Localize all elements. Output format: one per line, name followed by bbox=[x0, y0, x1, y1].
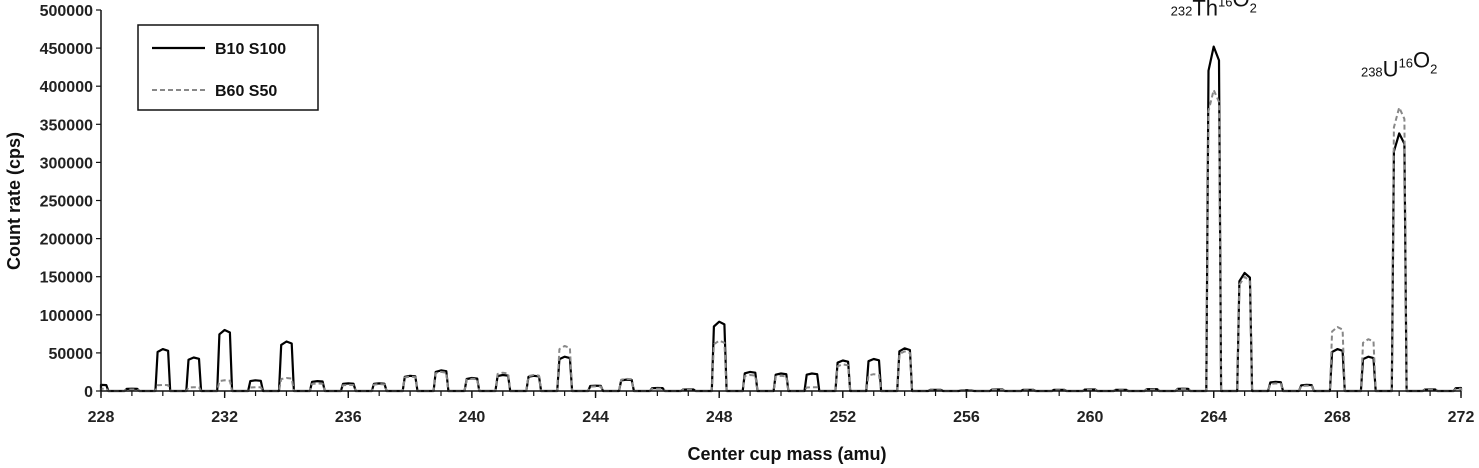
y-tick-label: 0 bbox=[84, 384, 93, 401]
y-tick-label: 450000 bbox=[40, 41, 93, 58]
y-tick-label: 200000 bbox=[40, 232, 93, 249]
y-tick-label: 500000 bbox=[40, 3, 93, 20]
series-layer bbox=[99, 45, 1463, 393]
peak-annotation: 232Th16O2 bbox=[1171, 0, 1257, 21]
series-line-b60-s50 bbox=[100, 89, 1462, 392]
x-axis-title: Center cup mass (amu) bbox=[687, 444, 886, 464]
series-line-b10-s100 bbox=[99, 45, 1463, 393]
legend-box bbox=[137, 24, 319, 111]
x-tick-label: 232 bbox=[211, 409, 238, 426]
y-tick-label: 400000 bbox=[40, 79, 93, 96]
x-tick-label: 264 bbox=[1200, 409, 1227, 426]
legend-label-b10-s100: B10 S100 bbox=[215, 41, 286, 58]
legend: B10 S100 B60 S50 bbox=[137, 24, 319, 111]
x-tick-label: 248 bbox=[706, 409, 733, 426]
axes: 0 50000 100000 150000 200000 250000 300000 3500… bbox=[40, 3, 1475, 426]
x-tick-label: 268 bbox=[1324, 409, 1351, 426]
x-tick-label: 252 bbox=[829, 409, 856, 426]
y-tick-label: 350000 bbox=[40, 117, 93, 134]
x-tick-label: 228 bbox=[88, 409, 115, 426]
y-axis-title: Count rate (cps) bbox=[4, 132, 24, 270]
x-tick-label: 244 bbox=[582, 409, 609, 426]
x-tick-label: 272 bbox=[1448, 409, 1475, 426]
y-tick-label: 250000 bbox=[40, 194, 93, 211]
y-tick-label: 300000 bbox=[40, 155, 93, 172]
x-tick-label: 256 bbox=[953, 409, 980, 426]
x-tick-label: 236 bbox=[335, 409, 362, 426]
y-tick-label: 50000 bbox=[49, 346, 94, 363]
x-tick-label: 260 bbox=[1077, 409, 1104, 426]
y-tick-label: 100000 bbox=[40, 308, 93, 325]
annotations: 232Th16O2 238U16O2 bbox=[1171, 0, 1438, 82]
y-tick-label: 150000 bbox=[40, 270, 93, 287]
peak-annotation: 238U16O2 bbox=[1361, 48, 1437, 82]
legend-label-b60-s50: B60 S50 bbox=[215, 83, 277, 100]
x-tick-label: 240 bbox=[459, 409, 486, 426]
